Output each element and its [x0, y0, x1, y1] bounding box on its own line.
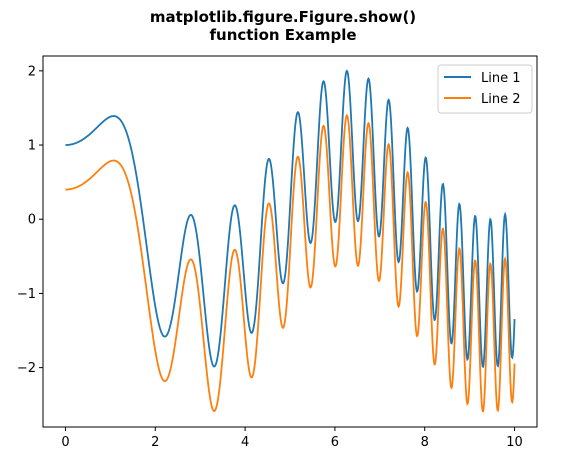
x-tick-label: 10 — [506, 435, 523, 450]
y-tick-label: 1 — [28, 139, 36, 154]
series-lines — [65, 69, 516, 413]
chart-title-line-1: matplotlib.figure.Figure.show() — [150, 8, 416, 26]
legend-label-line-1: Line 1 — [481, 71, 521, 86]
y-tick-label: −1 — [17, 287, 36, 302]
series-line-2 — [65, 113, 516, 413]
plot-area-frame — [42, 55, 538, 428]
x-axis-ticks: 0 2 4 6 8 10 — [61, 427, 523, 450]
y-axis-ticks: −2 −1 0 1 2 — [17, 64, 43, 376]
x-tick-label: 4 — [241, 435, 249, 450]
legend-label-line-2: Line 2 — [481, 92, 521, 107]
y-tick-label: 0 — [28, 213, 36, 228]
x-tick-label: 2 — [151, 435, 159, 450]
series-line-1 — [65, 69, 516, 369]
x-tick-label: 8 — [421, 435, 429, 450]
x-tick-label: 0 — [61, 435, 69, 450]
legend: Line 1 Line 2 — [437, 64, 533, 114]
x-tick-label: 6 — [331, 435, 339, 450]
y-tick-label: 2 — [28, 64, 36, 79]
chart-title-line-2: function Example — [209, 26, 356, 44]
y-tick-label: −2 — [17, 361, 36, 376]
